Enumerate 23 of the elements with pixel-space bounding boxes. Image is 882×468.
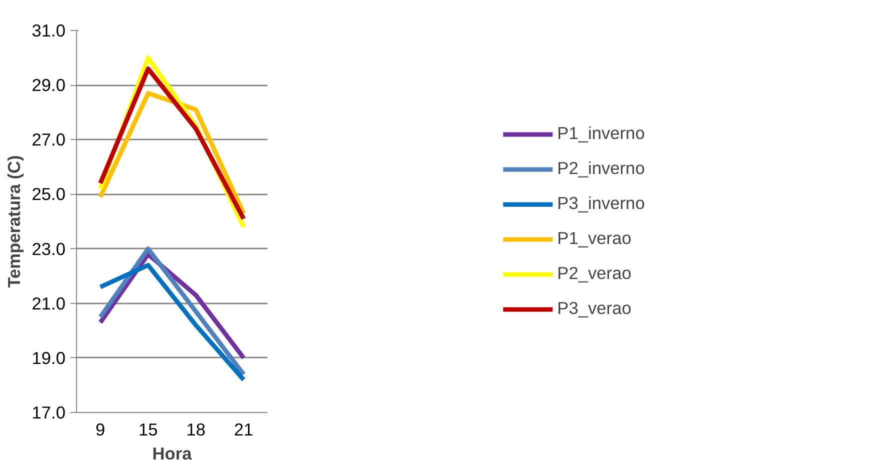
y-axis-title: Temperatura (C) [4, 155, 24, 288]
y-tick-label: 19.0 [32, 348, 66, 368]
y-tick-label: 31.0 [32, 20, 66, 40]
x-tick-label: 15 [138, 420, 158, 440]
y-tick-label: 27.0 [32, 130, 66, 150]
y-tick-label: 23.0 [32, 238, 66, 259]
y-tick-label: 17.0 [32, 402, 66, 422]
line-series [98, 91, 246, 216]
legend-label: P3_verao [557, 298, 632, 319]
x-tick-label: 21 [234, 420, 254, 440]
x-tick-label: 18 [186, 420, 206, 440]
x-axis-title: Hora [152, 444, 192, 464]
x-tick-label: 9 [96, 420, 106, 440]
y-tick-label: 25.0 [32, 184, 66, 204]
y-tick-label: 21.0 [32, 293, 66, 314]
y-tick-label: 29.0 [32, 75, 66, 96]
legend-label: P2_inverno [557, 158, 645, 179]
line-series [98, 246, 246, 377]
legend-label: P2_verao [557, 263, 632, 284]
legend-label: P1_inverno [557, 123, 645, 144]
line-series [98, 262, 246, 382]
legend-label: P3_inverno [557, 193, 645, 214]
legend-label: P1_verao [557, 228, 632, 249]
